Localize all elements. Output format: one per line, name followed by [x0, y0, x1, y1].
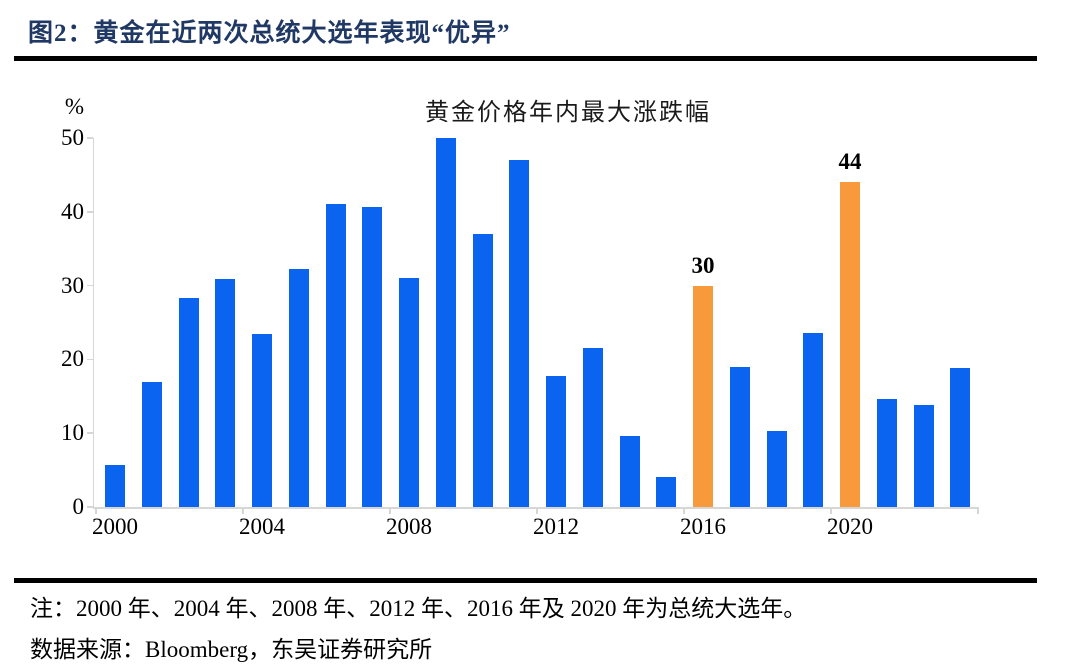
y-axis-line [92, 138, 94, 507]
y-axis-tick [87, 211, 93, 213]
y-axis-tick [87, 284, 93, 287]
figure-note: 注：2000 年、2004 年、2008 年、2012 年、2016 年及 20… [30, 596, 807, 621]
bar-2022 [913, 405, 934, 507]
y-axis-tick-label: 40 [61, 198, 84, 224]
chart-title: 黄金价格年内最大涨跌幅 [425, 100, 711, 126]
y-axis-tick-label: 10 [61, 420, 84, 446]
bar-2007 [362, 207, 383, 507]
bar-2001 [141, 381, 162, 507]
bar-2005 [288, 268, 309, 507]
y-axis-tick-label: 50 [61, 125, 84, 150]
y-axis-tick-label: 20 [61, 346, 84, 372]
bar-2004 [252, 333, 272, 507]
bar-2021 [876, 398, 897, 507]
x-axis-tick-label: 2016 [680, 514, 726, 539]
bar-2003 [215, 278, 236, 507]
x-axis-tick-label: 2020 [827, 514, 873, 539]
bar-highlighted-2020 [840, 182, 860, 507]
x-axis-tick-label: 2008 [386, 514, 432, 539]
bar-2023 [950, 367, 971, 507]
bottom-divider [14, 578, 1037, 583]
x-axis-tick [830, 508, 832, 514]
y-axis-tick-label: 0 [72, 494, 85, 519]
bar-value-label-2020: 44 [838, 149, 862, 175]
bar-highlighted-2016 [693, 285, 713, 507]
x-axis-tick-label: 2012 [533, 514, 579, 539]
y-axis-unit-label: % [64, 94, 84, 119]
figure-caption: 图2：黄金在近两次总统大选年表现“优异” [28, 20, 511, 47]
x-axis-tick [683, 508, 685, 514]
y-axis-tick [87, 432, 93, 434]
bar-2010 [472, 233, 493, 507]
x-axis-tick [977, 508, 979, 514]
x-axis-tick [95, 508, 97, 514]
bar-value-label-2016: 30 [691, 252, 715, 278]
x-axis-tick [242, 508, 244, 514]
top-divider [14, 56, 1037, 61]
bar-2006 [325, 204, 346, 507]
x-axis-tick-label: 2004 [239, 514, 285, 539]
bar-2019 [803, 332, 824, 507]
bar-2012 [546, 375, 566, 507]
x-axis-tick-label: 2000 [92, 514, 138, 539]
y-axis-tick-label: 30 [61, 272, 84, 298]
y-axis-tick [87, 137, 93, 139]
x-axis-line [92, 507, 979, 509]
bar-2011 [509, 160, 530, 507]
bar-2014 [619, 436, 640, 507]
bar-2017 [729, 366, 750, 507]
y-axis-tick [87, 506, 93, 508]
bar-2015 [656, 476, 677, 507]
x-axis-tick [389, 508, 391, 514]
x-axis-tick [536, 508, 538, 514]
bar-2000 [105, 464, 125, 507]
bar-2009 [435, 138, 456, 507]
bar-2002 [178, 298, 199, 507]
bar-2018 [766, 430, 787, 507]
bar-2013 [582, 347, 603, 507]
bar-2008 [399, 278, 419, 507]
y-axis-tick [87, 358, 93, 361]
data-source: 数据来源：Bloomberg，东吴证券研究所 [30, 637, 433, 662]
